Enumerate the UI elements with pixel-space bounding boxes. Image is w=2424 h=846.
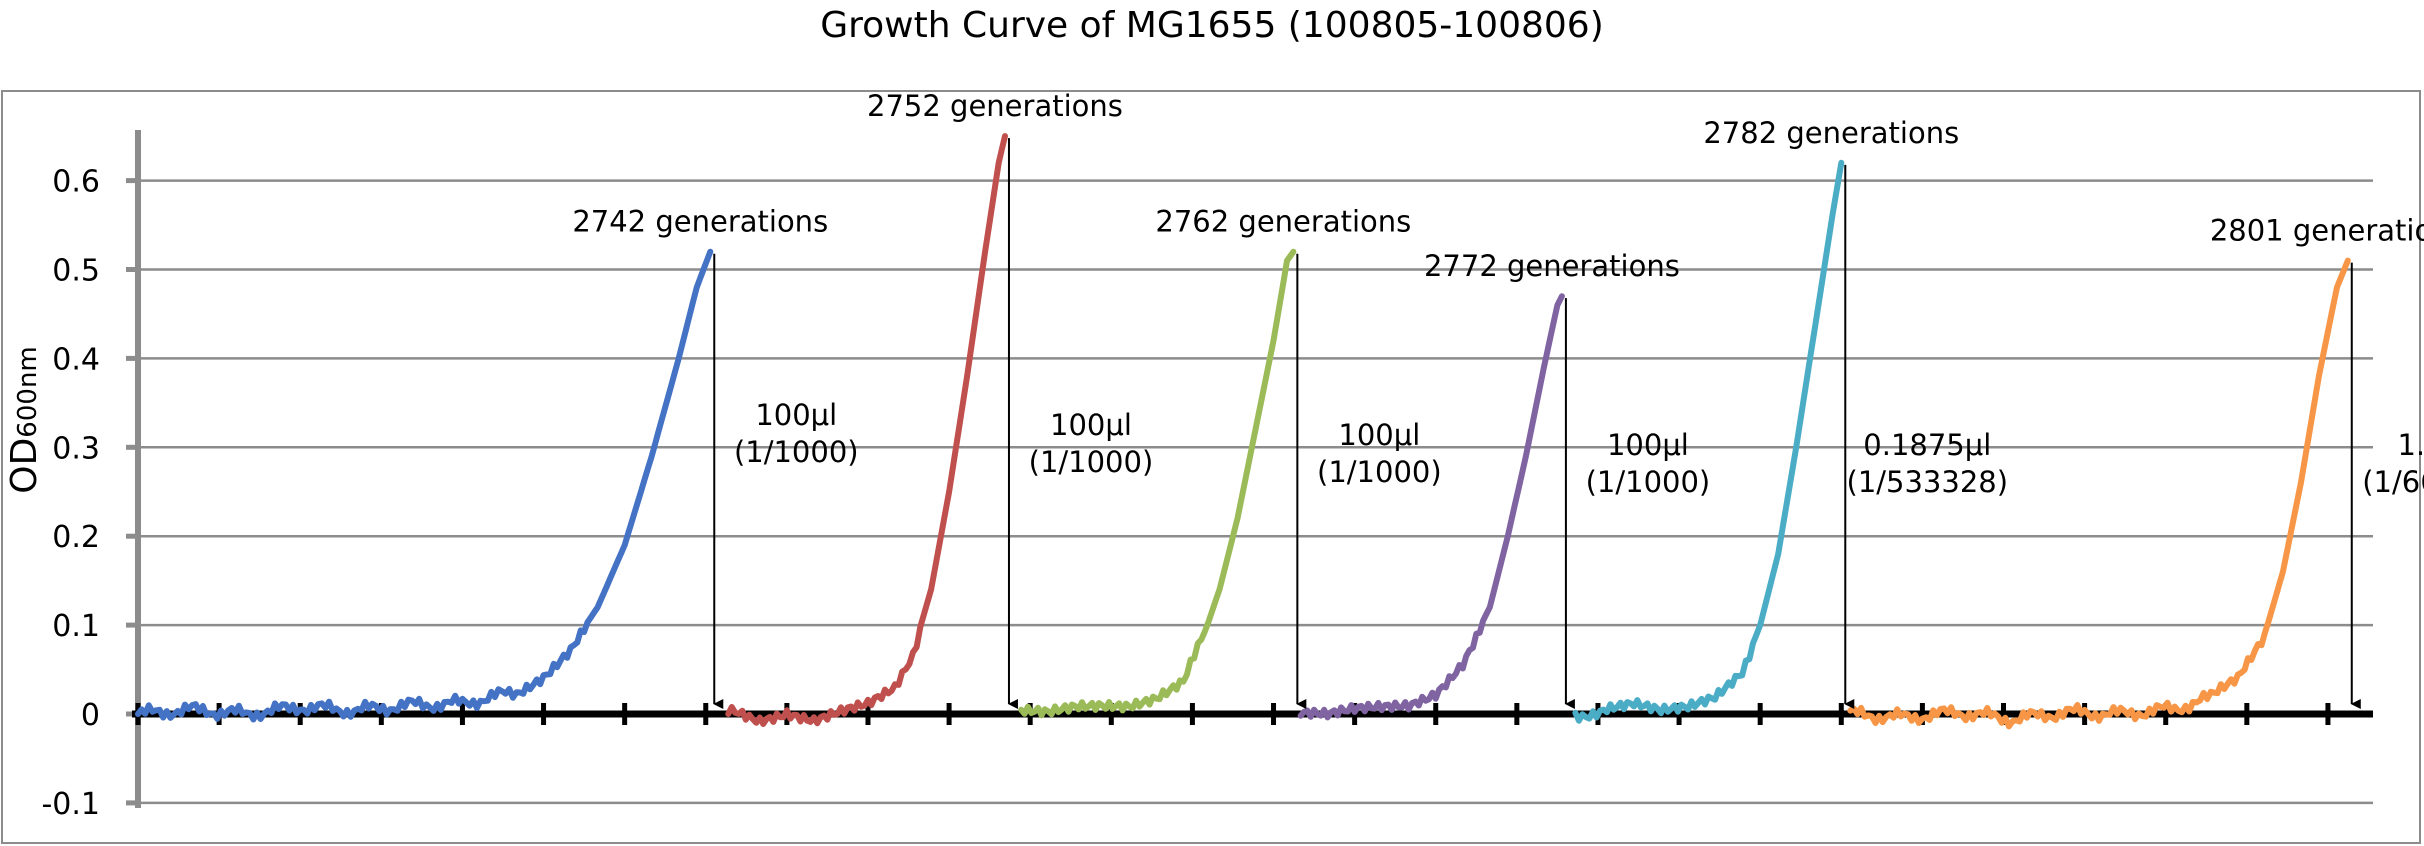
chart-title: Growth Curve of MG1655 (100805-100806)	[820, 5, 1604, 46]
dilution-ratio-5: (1/533328)	[1847, 465, 2009, 499]
dilution-volume-4: 100μl	[1607, 428, 1689, 462]
series-line-4	[1297, 293, 1565, 721]
dilution-ratio-1: (1/1000)	[734, 435, 859, 469]
series-line-3	[1018, 248, 1297, 719]
dilution-volume-5: 0.1875μl	[1863, 428, 1991, 462]
grid-lines	[138, 179, 2373, 805]
y-axis-label: OD600nm	[4, 346, 45, 494]
y-tick-label: 0.1	[52, 609, 100, 644]
dilution-volume-2: 100μl	[1050, 408, 1132, 442]
peak-label-4: 2772 generations	[1424, 249, 1680, 283]
dilution-ratio-6: (1/66666)	[2362, 465, 2424, 499]
dilution-volume-3: 100μl	[1338, 418, 1420, 452]
series-line-5	[1572, 159, 1845, 724]
dilution-ratio-3: (1/1000)	[1317, 455, 1442, 489]
y-axis-label-sub: 600nm	[13, 346, 43, 437]
dilution-volume-1: 100μl	[755, 398, 837, 432]
y-tick-label: 0.4	[52, 342, 100, 377]
plot-frame	[1, 90, 2421, 844]
peak-label-6: 2801 generations	[2210, 214, 2424, 248]
series-line-2	[725, 133, 1008, 727]
y-tick-label: 0.2	[52, 520, 100, 555]
y-tick-label: 0.3	[52, 431, 100, 466]
y-tick-label: -0.1	[41, 787, 100, 822]
series-line-6	[1847, 257, 2351, 730]
y-axis-tick-labels: -0.1 0 0.1 0.2 0.3 0.4 0.5 0.6	[41, 165, 138, 822]
series-line-1	[135, 248, 714, 723]
series-lines	[135, 133, 2351, 730]
peak-label-3: 2762 generations	[1155, 205, 1411, 239]
y-axis-label-main: OD	[4, 438, 45, 494]
y-tick-label: 0.6	[52, 165, 100, 200]
peak-label-2: 2752 generations	[867, 89, 1123, 123]
dilution-ratio-4: (1/1000)	[1586, 465, 1711, 499]
y-tick-label: 0.5	[52, 254, 100, 289]
dilution-ratio-2: (1/1000)	[1029, 445, 1154, 479]
dilution-volume-6: 1.5μl	[2397, 428, 2424, 462]
peak-label-1: 2742 generations	[572, 205, 828, 239]
y-tick-label: 0	[81, 698, 100, 733]
peak-label-5: 2782 generations	[1703, 116, 1959, 150]
